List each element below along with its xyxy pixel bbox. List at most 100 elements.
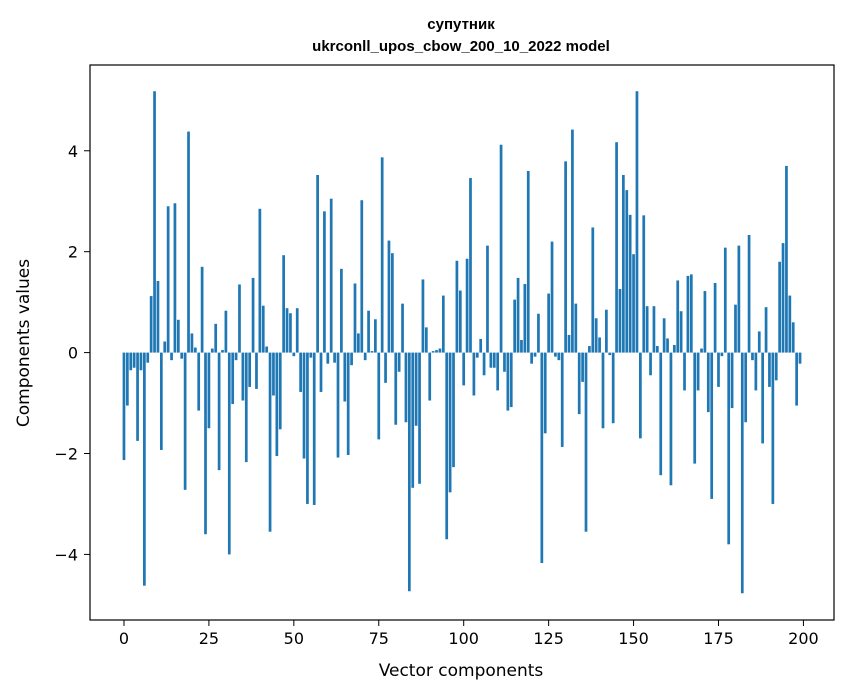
bar bbox=[407, 352, 411, 592]
bar bbox=[727, 352, 731, 545]
bar bbox=[781, 243, 785, 353]
bar bbox=[357, 333, 360, 353]
bar bbox=[516, 277, 520, 353]
bar bbox=[292, 352, 296, 357]
bar bbox=[170, 352, 173, 361]
bar bbox=[622, 174, 625, 353]
bar bbox=[655, 346, 659, 353]
bar bbox=[717, 352, 720, 387]
bar bbox=[455, 260, 459, 353]
x-tick-label: 150 bbox=[618, 629, 649, 648]
bar bbox=[258, 208, 262, 353]
bar bbox=[659, 352, 663, 476]
bar bbox=[149, 296, 153, 353]
bar bbox=[764, 307, 768, 353]
bar bbox=[543, 352, 547, 434]
bar bbox=[608, 352, 612, 356]
bar bbox=[207, 352, 211, 429]
bar bbox=[754, 352, 758, 391]
bar bbox=[537, 313, 540, 353]
bar bbox=[173, 203, 177, 353]
bar bbox=[686, 275, 690, 353]
bar bbox=[601, 352, 605, 429]
bar bbox=[645, 306, 649, 353]
bar bbox=[275, 352, 279, 457]
bar bbox=[411, 352, 415, 488]
bar bbox=[696, 352, 700, 391]
bar bbox=[458, 290, 462, 353]
bar bbox=[642, 215, 646, 353]
bar bbox=[431, 351, 435, 353]
bar bbox=[486, 245, 489, 353]
bar bbox=[424, 327, 428, 353]
bar bbox=[520, 339, 523, 353]
bar bbox=[241, 352, 245, 401]
bar bbox=[513, 299, 517, 353]
bar bbox=[136, 352, 139, 441]
y-tick-label: 4 bbox=[68, 142, 78, 161]
bar bbox=[132, 352, 136, 368]
bar bbox=[669, 352, 673, 486]
y-tick-label: 0 bbox=[68, 344, 78, 363]
x-tick-label: 175 bbox=[703, 629, 734, 648]
chart-title: супутник bbox=[427, 16, 495, 33]
bar bbox=[785, 165, 788, 353]
bar bbox=[122, 352, 126, 461]
bar bbox=[163, 341, 167, 353]
bar bbox=[706, 352, 710, 413]
bar bbox=[340, 268, 343, 353]
bar bbox=[312, 352, 316, 505]
bar bbox=[255, 352, 258, 389]
bar bbox=[581, 352, 584, 382]
bar bbox=[190, 333, 194, 353]
bar bbox=[683, 352, 686, 391]
bar bbox=[438, 348, 442, 353]
bar bbox=[771, 352, 775, 504]
bar bbox=[302, 352, 306, 459]
bar bbox=[632, 254, 635, 353]
x-tick-label: 25 bbox=[199, 629, 219, 648]
bar bbox=[734, 304, 737, 353]
bar bbox=[499, 144, 503, 353]
bar bbox=[238, 284, 241, 353]
bar bbox=[380, 157, 384, 353]
bar bbox=[187, 131, 190, 353]
bar bbox=[649, 352, 652, 376]
x-tick-label: 200 bbox=[788, 629, 819, 648]
bar bbox=[350, 352, 353, 366]
bar bbox=[666, 338, 669, 353]
bar bbox=[751, 352, 754, 361]
bar bbox=[200, 266, 204, 353]
bar bbox=[740, 352, 744, 594]
bar bbox=[435, 350, 438, 353]
bar bbox=[462, 352, 466, 386]
bars-layer bbox=[122, 91, 802, 594]
bar bbox=[618, 289, 622, 353]
bar bbox=[679, 311, 683, 353]
bar bbox=[689, 274, 693, 353]
bar bbox=[221, 350, 224, 353]
bar bbox=[441, 295, 445, 353]
bar bbox=[713, 282, 717, 353]
bar bbox=[326, 352, 330, 364]
bar bbox=[153, 91, 156, 353]
bar bbox=[214, 323, 218, 353]
y-axis-label: Components values bbox=[14, 259, 34, 427]
bar bbox=[475, 352, 479, 358]
bar bbox=[268, 352, 272, 532]
bar bbox=[591, 227, 595, 353]
x-axis-label: Vector components bbox=[379, 661, 544, 681]
bar bbox=[227, 352, 231, 555]
bar bbox=[757, 331, 761, 353]
bar bbox=[503, 352, 506, 372]
bar bbox=[703, 291, 707, 353]
bar bbox=[404, 352, 408, 423]
bar bbox=[265, 346, 269, 353]
bar bbox=[615, 142, 618, 353]
bar bbox=[628, 214, 632, 353]
bar bbox=[791, 322, 795, 353]
bar bbox=[289, 313, 292, 353]
bar bbox=[489, 352, 493, 368]
bar bbox=[737, 245, 741, 353]
